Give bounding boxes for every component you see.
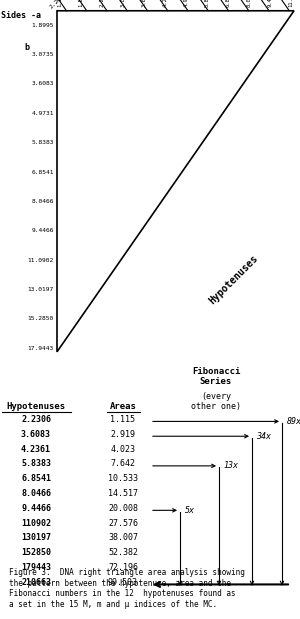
Text: 17.9443: 17.9443 (28, 346, 54, 351)
Text: 4.9731: 4.9731 (184, 0, 188, 7)
Text: 9.4466: 9.4466 (268, 0, 272, 7)
Text: 6.8541: 6.8541 (32, 170, 54, 175)
Text: 11.0902: 11.0902 (28, 258, 54, 262)
Text: 6.8541: 6.8541 (226, 0, 230, 7)
Text: 10.533: 10.533 (108, 474, 138, 483)
Text: 52.382: 52.382 (108, 548, 138, 557)
Text: 5.8383: 5.8383 (32, 140, 54, 145)
Text: Hypotenuses: Hypotenuses (6, 402, 66, 411)
Text: 11.0902: 11.0902 (289, 0, 293, 7)
Text: 5.8383: 5.8383 (205, 0, 209, 7)
Text: 8.0466: 8.0466 (32, 199, 54, 204)
Text: 110902: 110902 (21, 519, 51, 527)
Text: 14.517: 14.517 (108, 489, 138, 498)
Text: 9.4466: 9.4466 (21, 504, 51, 513)
Text: 210663: 210663 (21, 578, 51, 587)
Text: 2.2306: 2.2306 (100, 0, 104, 7)
Text: 7.642: 7.642 (110, 459, 136, 469)
Text: 4.2361: 4.2361 (163, 0, 167, 7)
Text: 15.2850: 15.2850 (28, 316, 54, 321)
Text: 1.1739: 1.1739 (58, 0, 62, 7)
Text: 1.115: 1.115 (110, 415, 136, 424)
Text: 20.008: 20.008 (108, 504, 138, 513)
Text: 5.8383: 5.8383 (21, 459, 51, 469)
Text: Areas: Areas (110, 402, 136, 411)
Text: 13x: 13x (224, 461, 238, 470)
Text: 8.0466: 8.0466 (21, 489, 51, 498)
Text: 4.023: 4.023 (110, 444, 136, 454)
Text: Sides -a: Sides -a (1, 11, 41, 20)
Text: 2.2306: 2.2306 (21, 415, 51, 424)
Text: 34x: 34x (256, 431, 272, 441)
Text: 3.6083: 3.6083 (32, 81, 54, 87)
Text: 2.919: 2.919 (110, 430, 136, 439)
Text: 9.4466: 9.4466 (32, 228, 54, 233)
Text: 72.196: 72.196 (108, 563, 138, 572)
Text: (every
other one): (every other one) (191, 391, 241, 411)
Text: 179443: 179443 (21, 563, 51, 572)
Text: 89x: 89x (286, 417, 300, 426)
Text: 4.9731: 4.9731 (32, 111, 54, 116)
Text: 99.503: 99.503 (108, 578, 138, 587)
Text: Fibonacci
Series: Fibonacci Series (192, 367, 240, 386)
Text: 8.0466: 8.0466 (247, 0, 251, 7)
Text: 27.576: 27.576 (108, 519, 138, 527)
Text: 1.8895: 1.8895 (79, 0, 83, 7)
Text: 5x: 5x (184, 506, 194, 515)
Text: 2.2306: 2.2306 (49, 0, 68, 10)
Text: 3.0735: 3.0735 (121, 0, 125, 7)
Text: 4.2361: 4.2361 (21, 444, 51, 454)
Text: 3.6083: 3.6083 (21, 430, 51, 439)
Text: 1.8995: 1.8995 (32, 23, 54, 28)
Text: 38.007: 38.007 (108, 534, 138, 542)
Text: Figure 3.  DNA right triangle area analysis showing
the pattern between the hypo: Figure 3. DNA right triangle area analys… (9, 568, 245, 608)
Text: 3.0735: 3.0735 (32, 52, 54, 57)
Text: b: b (25, 43, 29, 52)
Text: 130197: 130197 (21, 534, 51, 542)
Text: 13.0197: 13.0197 (28, 287, 54, 292)
Text: 3.6083: 3.6083 (142, 0, 146, 7)
Text: 152850: 152850 (21, 548, 51, 557)
Text: Hypotenuses: Hypotenuses (208, 254, 260, 306)
Text: 6.8541: 6.8541 (21, 474, 51, 483)
